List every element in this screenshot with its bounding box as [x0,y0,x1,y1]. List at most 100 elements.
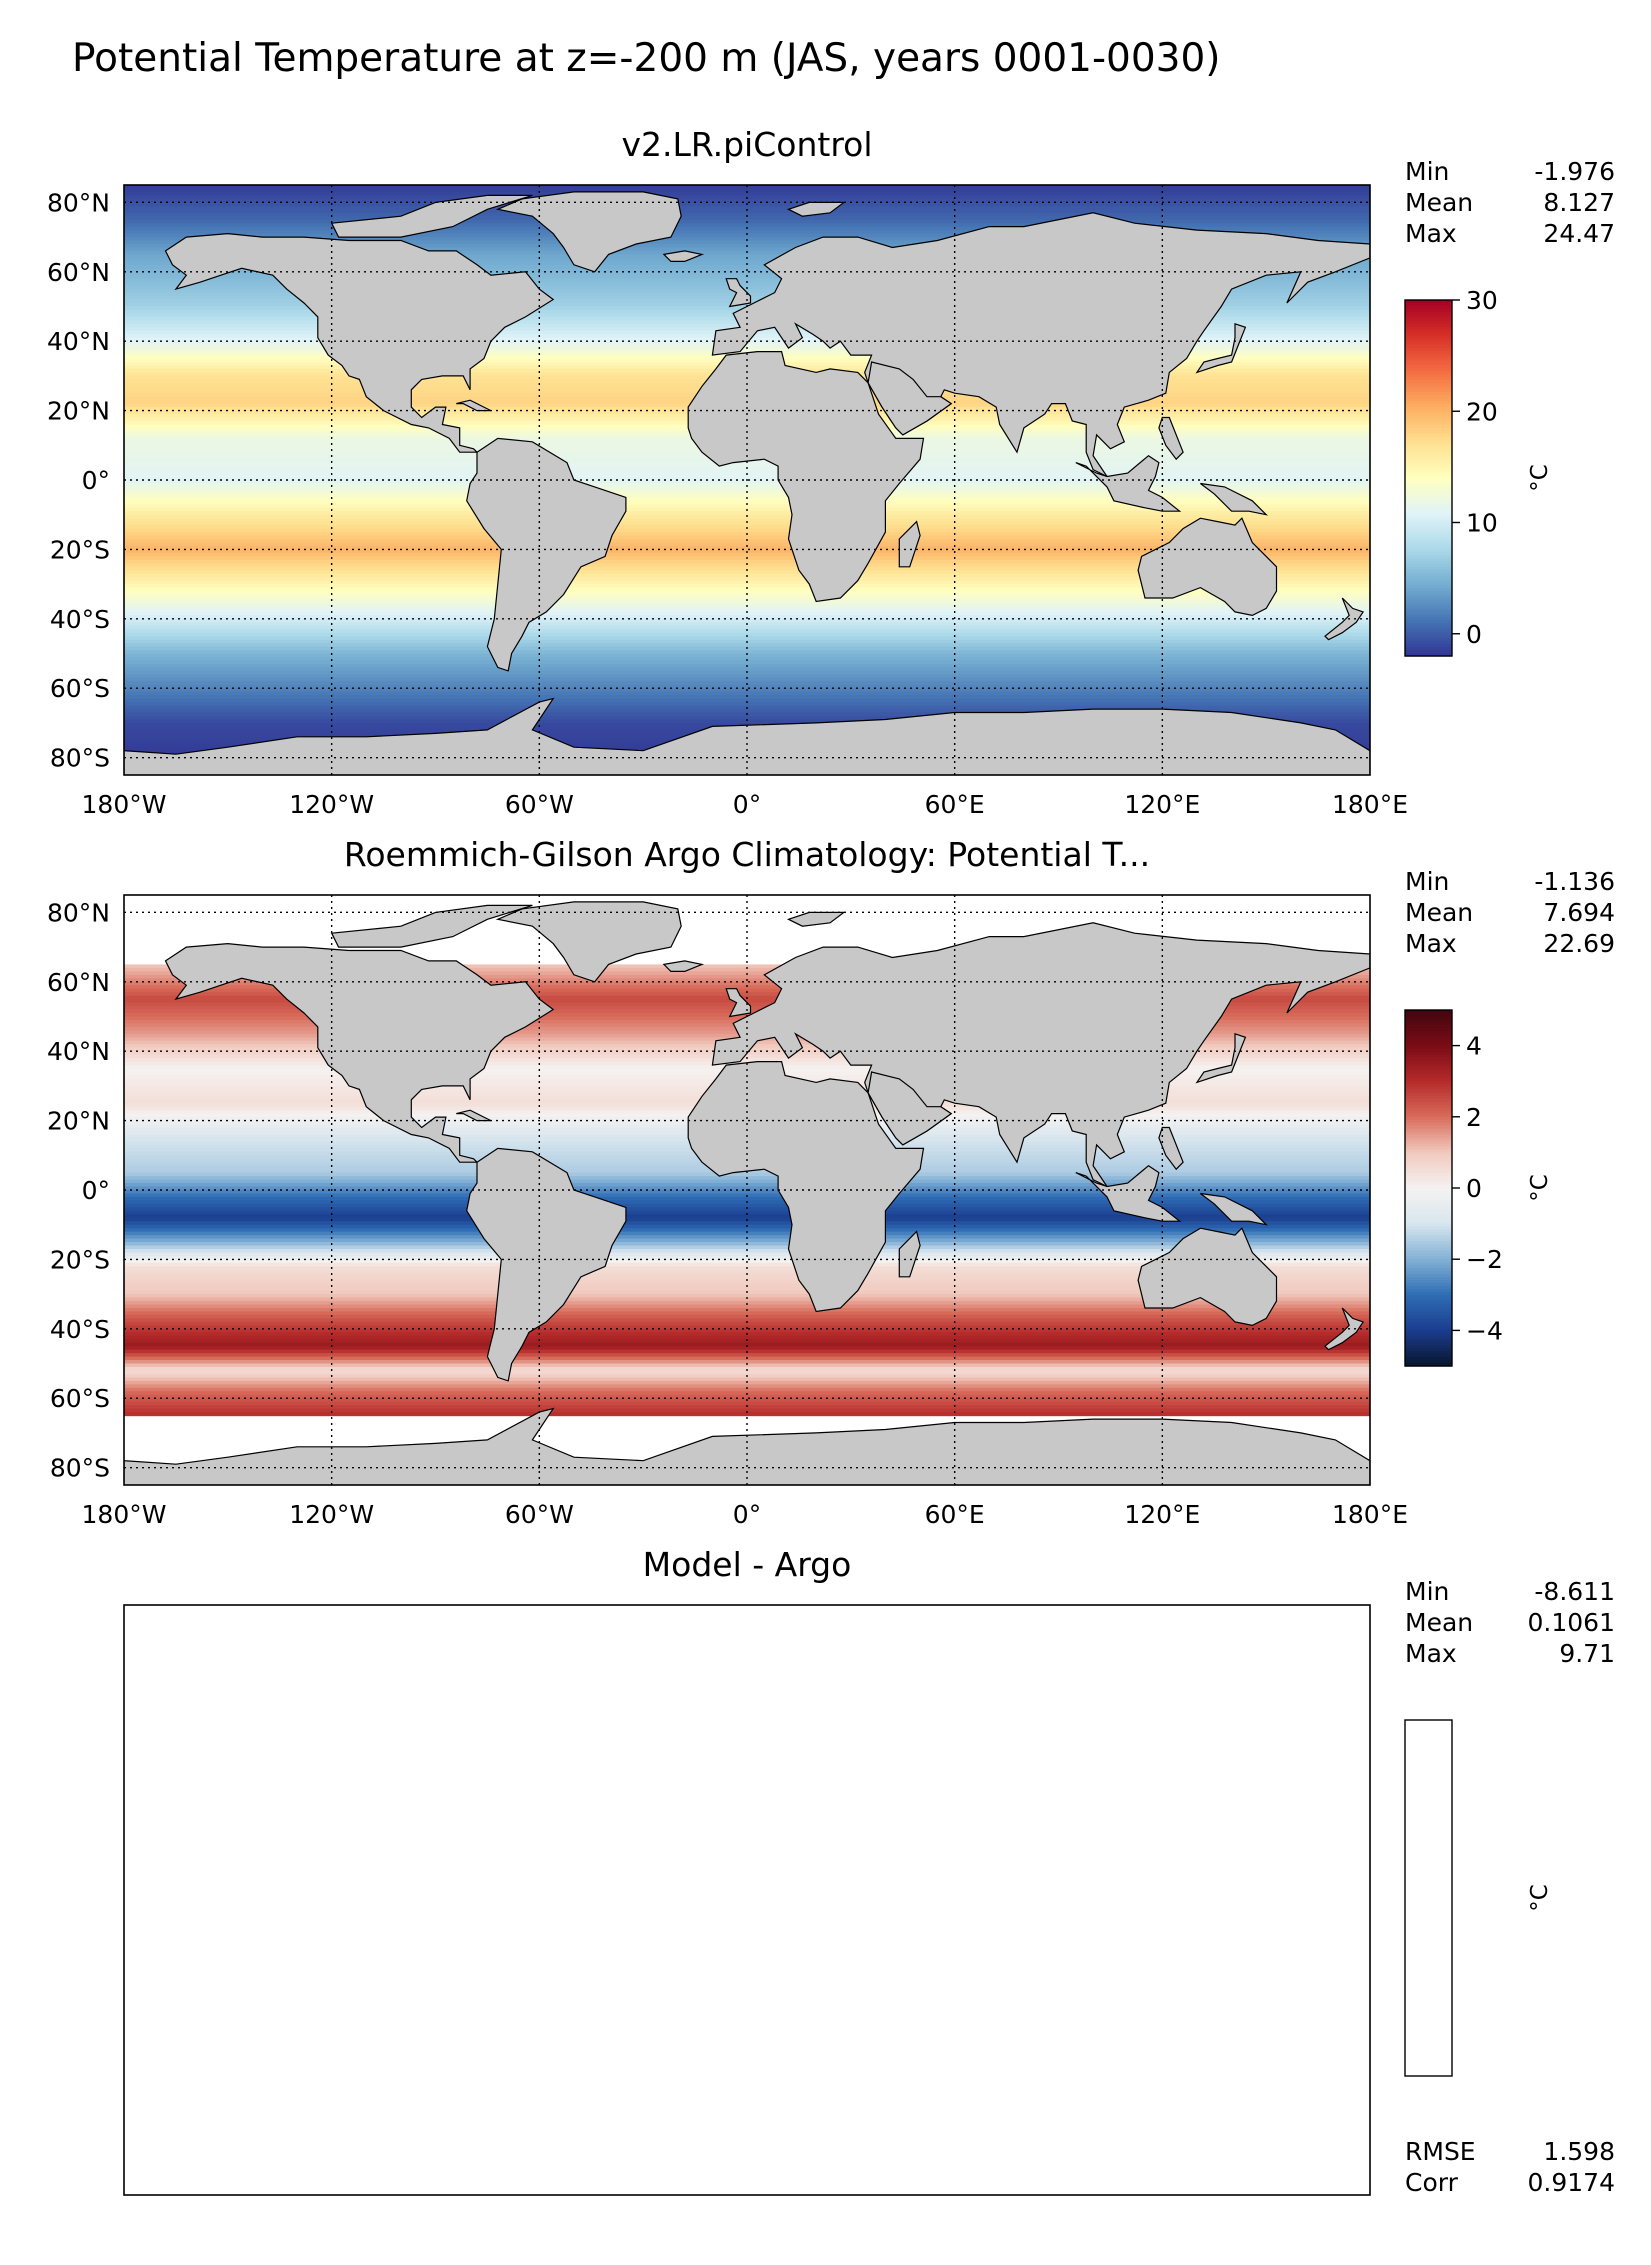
colorbar-step [1405,569,1452,574]
colorbar-step [1405,605,1452,610]
lon-tick-label: 0° [733,790,761,819]
heat-band [124,1412,1370,1417]
colorbar-step [1405,1217,1452,1222]
heat-band [124,584,1370,589]
colorbar-step [1405,1232,1452,1237]
colorbar-gradient [1405,1010,1452,1367]
lat-tick-label: 20°N [47,397,110,426]
heat-band [124,691,1370,696]
colorbar-step [1405,1291,1452,1296]
colorbar-step [1405,611,1452,616]
colorbar-step [1405,380,1452,384]
colorbar-step [1405,552,1452,556]
colorbar-step [1405,635,1452,639]
colorbar-step [1405,326,1452,331]
colorbar-label: °C [1527,464,1553,492]
colorbar-step [1405,1107,1452,1112]
heat-band [124,563,1370,568]
colorbar-step [1405,653,1452,657]
heat-band [124,1273,1370,1278]
colorbar-step [1405,632,1452,636]
colorbar-step [1405,1078,1452,1082]
heat-band [124,264,1370,269]
heat-band [124,625,1370,630]
colorbar-step [1405,1048,1452,1053]
colorbar-step [1405,1110,1452,1115]
heat-band [124,271,1370,276]
colorbar-step [1405,1247,1452,1251]
colorbar-step [1405,1021,1452,1026]
colorbar-step [1405,1279,1452,1284]
stat-min-label: Min [1405,1577,1449,1606]
lon-tick-label: 120°E [1124,1500,1200,1529]
land-uk [725,278,752,308]
heat-band [124,1401,1370,1406]
colorbar-step [1405,537,1452,541]
heat-band [124,1276,1370,1281]
heat-band [124,528,1370,533]
panel-title: Roemmich-Gilson Argo Climatology: Potent… [344,835,1150,874]
stat-corr-label: Corr [1405,2168,1459,2197]
map-plot [123,1604,1371,2196]
colorbar-step [1405,439,1452,443]
colorbar-step [1405,1182,1452,1186]
colorbar-step [1405,377,1452,381]
colorbar-step [1405,1101,1452,1106]
colorbar-step [1405,317,1452,322]
heat-band [124,278,1370,283]
colorbar-step [1405,1324,1452,1329]
colorbar-step [1405,590,1452,595]
lon-tick-label: 180°E [1332,790,1408,819]
colorbar-step [1405,1235,1452,1240]
colorbar-step [1405,1084,1452,1088]
heat-band [124,1054,1370,1059]
colorbar-step [1405,1220,1452,1225]
colorbar-step [1405,1015,1452,1020]
colorbar-step [1405,466,1452,470]
colorbar-step [1405,1030,1452,1035]
heat-band [124,660,1370,665]
colorbar-step [1405,525,1452,530]
lat-tick-labels: 80°N 60°N 40°N 20°N 0° 20°S 40°S 60°S 80°S [47,188,110,772]
error-stats: RMSE 1.598 Corr 0.9174 [1405,2137,1615,2197]
stat-mean-value: 7.694 [1543,898,1615,927]
colorbar-step [1405,1214,1452,1219]
lat-tick-label: 40°N [47,1037,110,1066]
colorbar-step [1405,638,1452,642]
lon-tick-labels: 180°W 120°W 60°W 0° 60°E 120°E 180°E [82,1500,1408,1529]
lon-tick-label: 60°E [925,1500,985,1529]
land-south-america [466,1147,627,1382]
colorbar-frame [1404,1719,1453,2077]
land-iceland [662,960,705,972]
colorbar-gradient [1405,300,1452,657]
colorbar-step [1405,1193,1452,1198]
heat-band [124,552,1370,557]
heat-band [124,1405,1370,1410]
heat-band [124,212,1370,217]
stat-rmse-label: RMSE [1405,2137,1476,2166]
heat-band [124,1328,1370,1333]
colorbar-step [1405,498,1452,503]
colorbar-step [1405,623,1452,627]
heat-band [124,1190,1370,1195]
colorbar-step [1405,546,1452,550]
colorbar-step [1405,1342,1452,1346]
stat-mean-value: 8.127 [1543,188,1615,217]
colorbar-step [1405,1134,1452,1139]
colorbar-step [1405,593,1452,598]
colorbar-step [1405,486,1452,491]
heat-band [124,247,1370,252]
colorbar-step [1405,1140,1452,1145]
colorbar-step [1405,644,1452,648]
colorbar-step [1405,489,1452,494]
heat-band [124,1214,1370,1219]
colorbar-step [1405,421,1452,426]
land-eurasia [711,212,1370,479]
colorbar-step [1405,596,1452,601]
colorbar-step [1405,641,1452,645]
heat-band [124,684,1370,689]
colorbar-step [1405,430,1452,435]
colorbar-step [1405,1202,1452,1207]
colorbar-step [1405,1051,1452,1056]
heat-band [124,667,1370,672]
